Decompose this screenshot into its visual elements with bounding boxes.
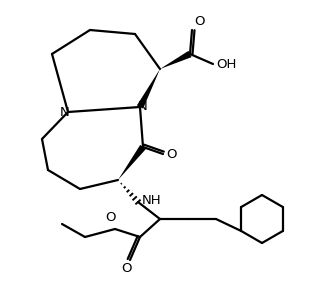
Text: N: N xyxy=(138,101,148,114)
Polygon shape xyxy=(137,69,160,109)
Polygon shape xyxy=(160,51,192,69)
Text: N: N xyxy=(60,105,70,118)
Text: O: O xyxy=(194,15,204,28)
Text: O: O xyxy=(106,211,116,224)
Text: NH: NH xyxy=(142,194,162,207)
Polygon shape xyxy=(118,145,146,180)
Text: O: O xyxy=(166,147,177,160)
Text: OH: OH xyxy=(216,57,236,70)
Text: O: O xyxy=(122,262,132,275)
